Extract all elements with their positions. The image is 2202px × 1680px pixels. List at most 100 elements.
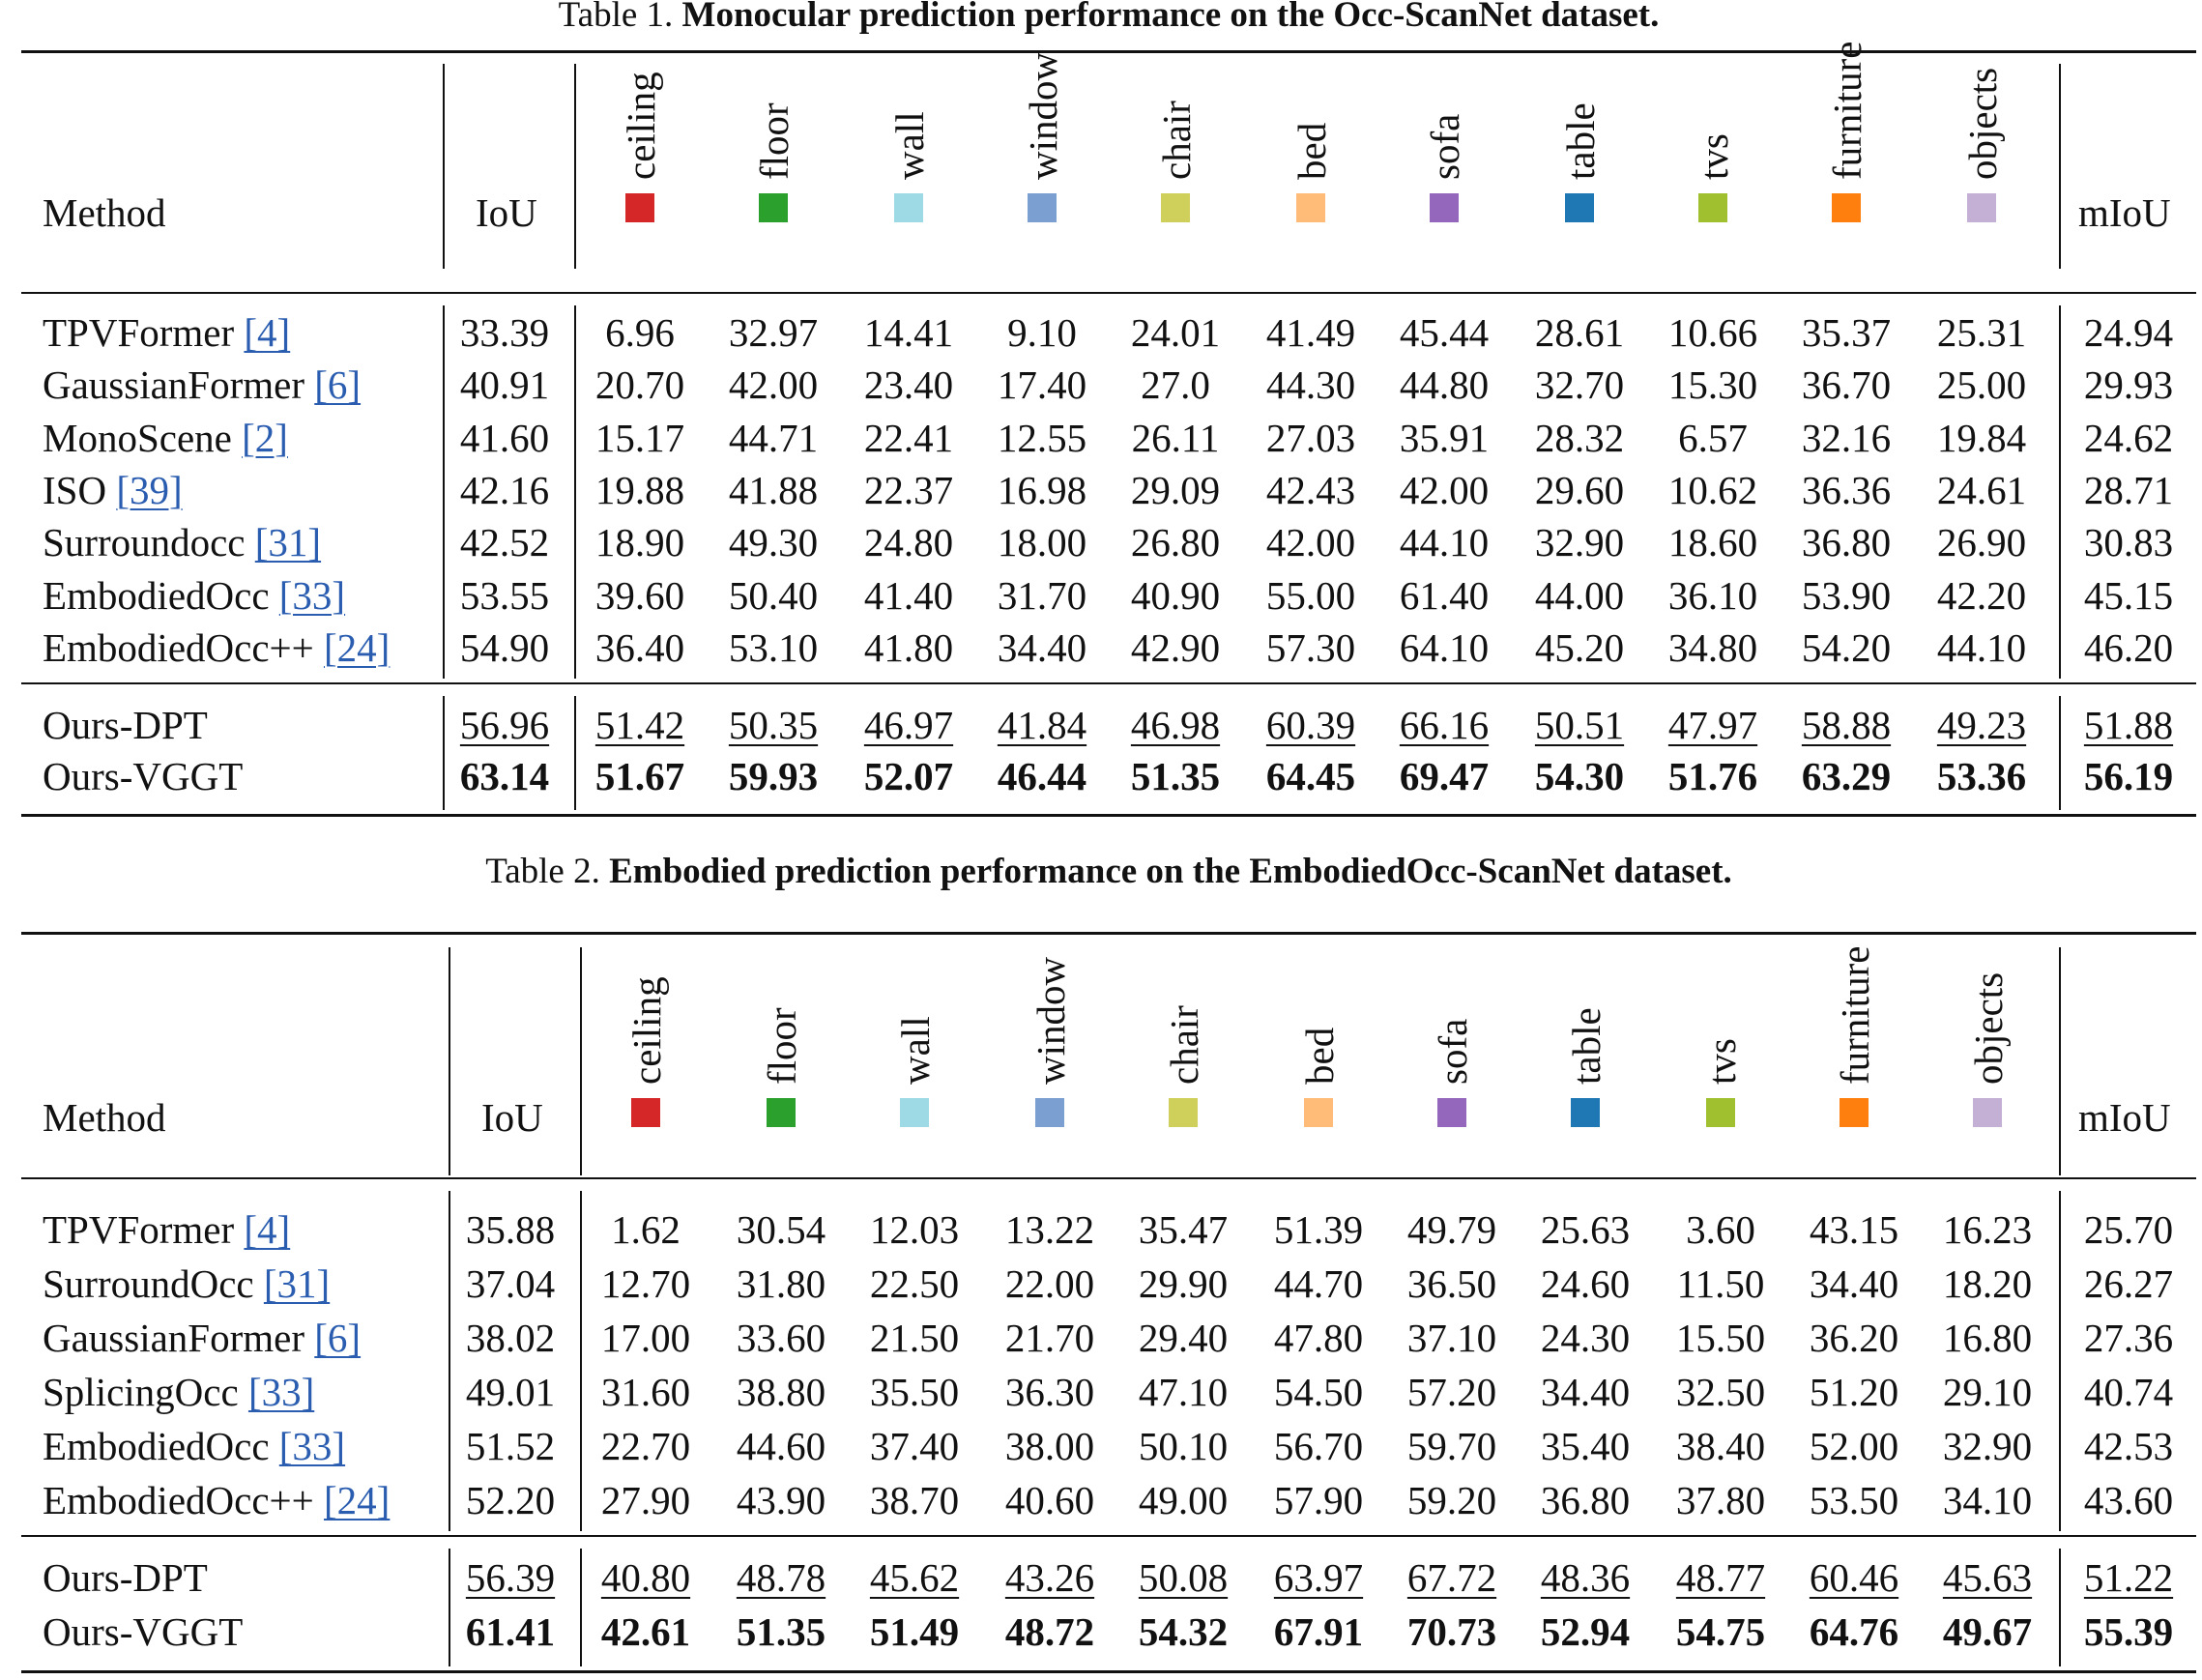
ceiling-color-swatch	[625, 193, 654, 222]
window-value: 9.10	[970, 307, 1115, 358]
value-text: 43.26	[1004, 1555, 1095, 1600]
sofa-value: 45.44	[1372, 307, 1517, 358]
iou-value: 52.20	[438, 1475, 583, 1525]
table-value: 25.63	[1513, 1204, 1658, 1255]
value-text: 52.94	[1540, 1609, 1631, 1654]
value-text: 38.40	[1675, 1424, 1766, 1468]
value-text: 60.39	[1265, 703, 1356, 747]
floor-value: 32.97	[701, 307, 846, 358]
value-text: 41.80	[863, 624, 954, 670]
method-label: SplicingOcc	[43, 1370, 239, 1414]
citation-link[interactable]: [4]	[244, 1207, 291, 1252]
window-value: 12.55	[970, 413, 1115, 463]
table-caption: Table 1. Monocular prediction performanc…	[21, 0, 2196, 37]
value-text: 36.20	[1809, 1316, 1899, 1360]
table-value: 36.80	[1513, 1475, 1658, 1525]
floor-value: 30.54	[709, 1204, 854, 1255]
value-text: 45.63	[1942, 1555, 2033, 1600]
miou-value: 51.88	[2056, 700, 2201, 750]
floor-value: 51.35	[709, 1607, 854, 1657]
wall-value: 21.50	[842, 1313, 987, 1363]
citation-link[interactable]: [6]	[314, 1316, 362, 1360]
bed-value: 54.50	[1246, 1367, 1391, 1417]
value-text: 49.00	[1138, 1478, 1229, 1522]
chair-value: 54.32	[1111, 1607, 1256, 1657]
tvs-value: 54.75	[1648, 1607, 1793, 1657]
objects-value: 49.23	[1909, 700, 2054, 750]
wall-value: 45.62	[842, 1552, 987, 1603]
value-text: 54.32	[1138, 1609, 1229, 1654]
citation-link[interactable]: [6]	[314, 362, 362, 408]
miou-text: 26.27	[2083, 1261, 2174, 1306]
value-text: 45.44	[1399, 310, 1490, 355]
citation-link[interactable]: [24]	[324, 1478, 391, 1522]
miou-value: 28.71	[2056, 465, 2201, 515]
class-header-window: window	[1029, 956, 1073, 1085]
value-text: 64.10	[1399, 624, 1490, 670]
miou-text: 40.74	[2083, 1370, 2174, 1414]
miou-header: mIoU	[2078, 1095, 2171, 1140]
column-divider	[580, 1549, 582, 1666]
value-text: 36.36	[1801, 467, 1892, 512]
citation-link[interactable]: [33]	[278, 1424, 346, 1468]
value-text: 6.96	[605, 310, 675, 355]
value-text: 31.60	[600, 1370, 691, 1414]
citation-link[interactable]: [33]	[278, 572, 346, 618]
miou-text: 29.93	[2083, 362, 2174, 408]
value-text: 63.97	[1273, 1555, 1364, 1600]
citation-link[interactable]: [31]	[254, 520, 322, 565]
bed-value: 47.80	[1246, 1313, 1391, 1363]
floor-value: 43.90	[709, 1475, 854, 1525]
citation-link[interactable]: [4]	[244, 310, 291, 355]
table-1: Table 1. Monocular prediction performanc…	[21, 0, 2196, 824]
wall-value: 14.41	[836, 307, 981, 358]
method-name: TPVFormer [4]	[43, 1204, 290, 1255]
chair-value: 29.09	[1103, 465, 1248, 515]
ceiling-value: 40.80	[573, 1552, 718, 1603]
iou-header: IoU	[481, 1095, 543, 1140]
bed-value: 42.00	[1238, 517, 1383, 567]
sofa-value: 44.10	[1372, 517, 1517, 567]
value-text: 24.61	[1936, 467, 2027, 512]
value-text: 69.47	[1399, 754, 1490, 798]
objects-value: 19.84	[1909, 413, 2054, 463]
iou-text: 51.52	[465, 1424, 556, 1468]
objects-value: 18.20	[1915, 1259, 2060, 1309]
value-text: 54.75	[1675, 1609, 1766, 1654]
citation-link[interactable]: [39]	[116, 467, 183, 512]
chair-value: 24.01	[1103, 307, 1248, 358]
objects-value: 26.90	[1909, 517, 2054, 567]
bed-value: 41.49	[1238, 307, 1383, 358]
value-text: 15.30	[1667, 362, 1758, 408]
value-text: 37.10	[1406, 1316, 1497, 1360]
value-text: 9.10	[1007, 310, 1077, 355]
value-text: 44.71	[728, 415, 819, 460]
value-text: 35.50	[869, 1370, 960, 1414]
miou-header: mIoU	[2078, 190, 2171, 235]
value-text: 35.47	[1138, 1207, 1229, 1252]
iou-value: 42.16	[432, 465, 577, 515]
chair-value: 42.90	[1103, 623, 1248, 673]
miou-text: 43.60	[2083, 1478, 2174, 1522]
objects-value: 32.90	[1915, 1421, 2060, 1471]
citation-link[interactable]: [2]	[242, 415, 288, 460]
method-name: EmbodiedOcc [33]	[43, 570, 345, 621]
ceiling-value: 12.70	[573, 1259, 718, 1309]
miou-text: 51.88	[2083, 703, 2174, 747]
citation-link[interactable]: [24]	[324, 624, 391, 670]
miou-text: 46.20	[2083, 624, 2174, 670]
value-text: 67.91	[1273, 1609, 1364, 1654]
ceiling-value: 18.90	[567, 517, 712, 567]
miou-text: 30.83	[2083, 520, 2174, 565]
table-value: 48.36	[1513, 1552, 1658, 1603]
value-text: 22.41	[863, 415, 954, 460]
tvs-value: 48.77	[1648, 1552, 1793, 1603]
citation-link[interactable]: [33]	[247, 1370, 315, 1414]
value-text: 53.90	[1801, 572, 1892, 618]
citation-link[interactable]: [31]	[263, 1261, 331, 1306]
value-text: 66.16	[1399, 703, 1490, 747]
furniture-color-swatch	[1832, 193, 1861, 222]
value-text: 15.50	[1675, 1316, 1766, 1360]
tvs-value: 32.50	[1648, 1367, 1793, 1417]
furniture-value: 54.20	[1774, 623, 1919, 673]
